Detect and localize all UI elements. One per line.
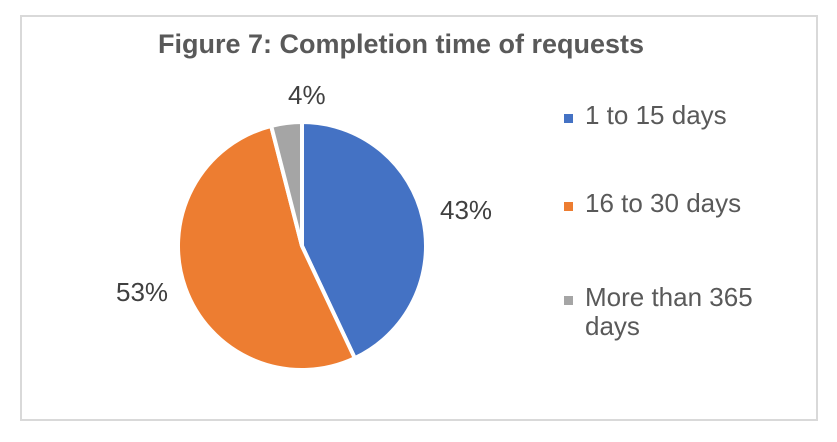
legend-swatch-blue-icon: [564, 114, 573, 123]
legend-swatch-gray-icon: [564, 296, 573, 305]
pie-slice-16-to-30-days: [176, 123, 358, 373]
chart-title: Figure 7: Completion time of requests: [157, 29, 645, 59]
legend-item-1-to-15-days: 1 to 15 days: [564, 101, 763, 130]
pie-chart: [176, 119, 428, 373]
pie-data-label-1-to-15-days: 43%: [440, 195, 493, 225]
pie-data-label-16-to-30-days: 53%: [116, 277, 169, 307]
legend-item-16-to-30-days: 16 to 30 days: [564, 189, 763, 218]
pie-data-label-more-than-365-days: 4%: [288, 80, 326, 110]
legend-label: More than 365 days: [585, 282, 753, 341]
pie-slice-more-than-365-days: [268, 119, 304, 247]
legend-label: 1 to 15 days: [585, 100, 727, 130]
pie-slice-1-to-15-days: [300, 119, 428, 361]
legend-label: 16 to 30 days: [585, 188, 742, 218]
legend-swatch-orange-icon: [564, 202, 573, 211]
legend-item-more-than-365-days: More than 365 days: [564, 283, 763, 341]
